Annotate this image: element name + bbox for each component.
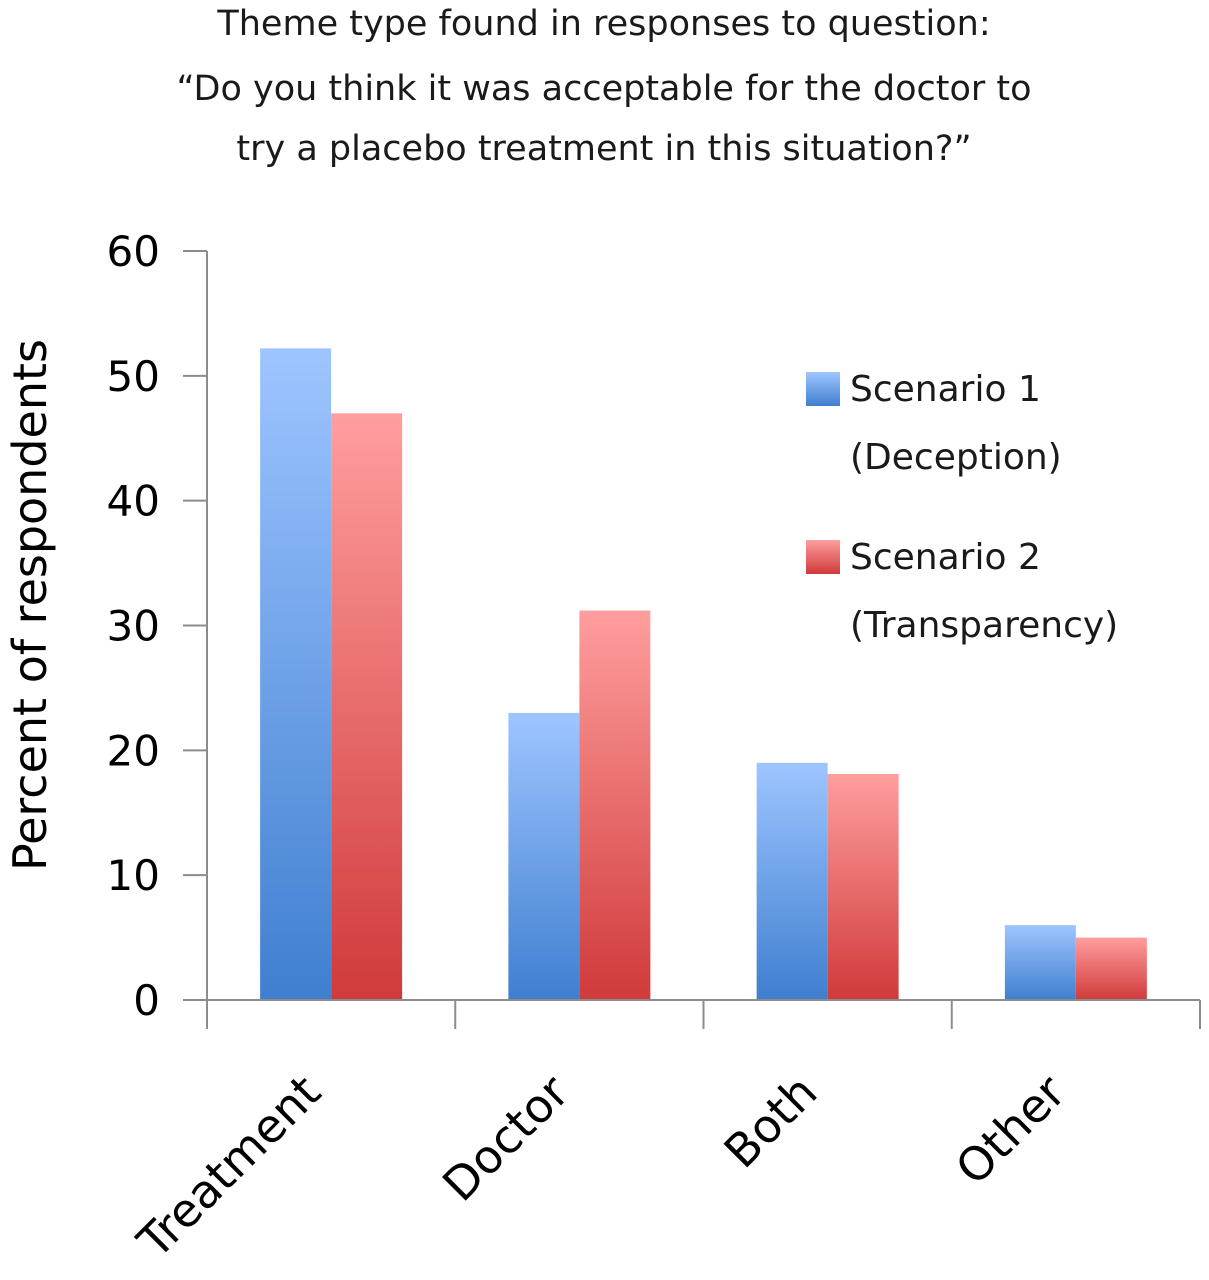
x-category-label: Both xyxy=(714,1065,828,1179)
y-tick-label: 0 xyxy=(133,976,160,1025)
bar-series-1-treatment xyxy=(260,348,332,1000)
y-tick-label: 10 xyxy=(107,851,160,900)
bar-series-1-both xyxy=(756,762,828,1000)
y-tick-label: 20 xyxy=(107,726,160,775)
y-axis-title: Percent of respondents xyxy=(3,339,57,871)
y-tick-label: 30 xyxy=(107,602,160,651)
bar-series-1-other xyxy=(1004,925,1076,1000)
legend-swatch xyxy=(806,540,840,574)
x-category-label: Other xyxy=(945,1065,1076,1196)
legend-label-line-2: (Deception) xyxy=(850,437,1062,478)
y-tick-label: 40 xyxy=(107,477,160,526)
legend-item-series-2: Scenario 2 (Transparency) xyxy=(806,537,1118,646)
x-category-label: Treatment xyxy=(126,1065,330,1269)
legend: Scenario 1 (Deception) Scenario 2 (Transpar… xyxy=(806,369,1118,646)
legend-item-series-1: Scenario 1 (Deception) xyxy=(806,369,1062,478)
chart-title-line-2: “Do you think it was acceptable for the … xyxy=(176,69,1031,109)
bar-series-2-doctor xyxy=(579,610,651,1000)
chart-title: Theme type found in responses to questio… xyxy=(176,4,1031,169)
legend-label-line-2: (Transparency) xyxy=(850,605,1118,646)
bar-series-2-both xyxy=(827,774,899,1000)
legend-swatch xyxy=(806,372,840,406)
y-axis: 0 10 20 30 40 50 60 xyxy=(107,227,208,1025)
chart-title-line-3: try a placebo treatment in this situatio… xyxy=(236,129,971,169)
x-category-label: Doctor xyxy=(432,1065,579,1212)
bars xyxy=(260,348,1147,1000)
bar-series-1-doctor xyxy=(508,712,580,1000)
bar-series-2-treatment xyxy=(331,413,403,1000)
legend-label-line-1: Scenario 1 xyxy=(850,369,1041,410)
legend-label-line-1: Scenario 2 xyxy=(850,537,1041,578)
bar-series-2-other xyxy=(1075,937,1147,1000)
y-tick-label: 60 xyxy=(107,227,160,276)
x-axis: Treatment Doctor Both Other xyxy=(126,999,1201,1269)
chart-title-line-1: Theme type found in responses to questio… xyxy=(216,4,990,44)
y-tick-label: 50 xyxy=(107,352,160,401)
